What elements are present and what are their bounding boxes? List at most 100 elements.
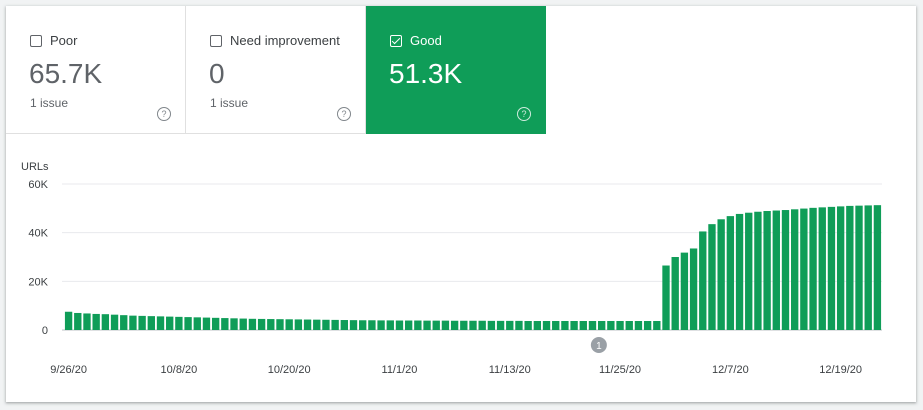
need-improvement-tile-header: Need improvement bbox=[210, 33, 340, 48]
bar-series bbox=[64, 205, 882, 330]
x-tick-label: 12/19/20 bbox=[819, 364, 862, 376]
bar bbox=[221, 318, 229, 330]
x-tick-label: 11/13/20 bbox=[489, 364, 531, 376]
bar bbox=[340, 320, 349, 330]
good-checkbox[interactable] bbox=[390, 34, 402, 47]
bar bbox=[166, 316, 174, 330]
bar bbox=[864, 205, 872, 330]
bar bbox=[781, 210, 790, 330]
bar bbox=[643, 320, 652, 330]
bar bbox=[414, 320, 422, 330]
bar bbox=[855, 205, 863, 330]
poor-count: 65.7K bbox=[29, 58, 103, 89]
bar bbox=[404, 320, 413, 330]
poor-issues: 1 issue bbox=[30, 96, 69, 110]
bar bbox=[359, 320, 367, 330]
bar bbox=[478, 320, 486, 330]
x-tick-label: 10/20/20 bbox=[268, 364, 311, 376]
need-improvement-label: Need improvement bbox=[230, 33, 340, 48]
bar bbox=[285, 319, 293, 330]
bar bbox=[809, 207, 817, 330]
bar bbox=[487, 320, 496, 330]
bar bbox=[800, 208, 808, 330]
bar bbox=[92, 313, 100, 330]
help-icon[interactable]: ? bbox=[337, 107, 351, 121]
bar bbox=[193, 317, 201, 330]
x-tick-label: 12/7/20 bbox=[712, 364, 749, 376]
bar bbox=[230, 318, 238, 330]
bar bbox=[634, 320, 643, 330]
bar bbox=[662, 265, 670, 330]
bar bbox=[524, 320, 532, 330]
good-tile[interactable]: Good 51.3K ? bbox=[366, 6, 546, 134]
annotation-marker[interactable]: 1 bbox=[590, 337, 607, 353]
poor-tile[interactable]: Poor 65.7K 1 issue ? bbox=[6, 6, 186, 134]
bar bbox=[184, 317, 192, 330]
bar bbox=[836, 206, 845, 330]
x-tick-label: 10/8/20 bbox=[161, 364, 198, 376]
y-axis-label: URLs bbox=[21, 161, 49, 173]
annotation-label: 1 bbox=[596, 341, 602, 352]
bar bbox=[74, 312, 82, 330]
bar bbox=[671, 257, 679, 330]
bar bbox=[257, 318, 266, 330]
bar bbox=[726, 216, 735, 330]
status-tiles: Poor 65.7K 1 issue ? Need improvement 0 … bbox=[6, 6, 546, 134]
need-improvement-count: 0 bbox=[209, 58, 225, 89]
poor-checkbox[interactable] bbox=[30, 34, 42, 47]
bar bbox=[460, 320, 468, 330]
bar bbox=[423, 320, 431, 330]
annotation-badge[interactable] bbox=[590, 337, 607, 353]
poor-label: Poor bbox=[50, 33, 78, 48]
bar bbox=[506, 320, 514, 330]
bar bbox=[699, 231, 707, 330]
bar bbox=[561, 320, 569, 330]
need-improvement-tile[interactable]: Need improvement 0 1 issue ? bbox=[186, 6, 366, 134]
y-axis-ticks: 0 20K 40K 60K bbox=[28, 179, 48, 337]
good-count: 51.3K bbox=[389, 58, 463, 89]
bar bbox=[313, 319, 321, 330]
bar bbox=[202, 317, 211, 330]
bar bbox=[64, 311, 73, 330]
bar bbox=[211, 317, 220, 330]
bar bbox=[745, 212, 753, 330]
x-tick-label: 9/26/20 bbox=[50, 364, 87, 376]
help-icon[interactable]: ? bbox=[517, 107, 531, 121]
bar bbox=[349, 320, 358, 330]
bar bbox=[689, 248, 698, 330]
bar bbox=[763, 211, 771, 330]
bar bbox=[827, 206, 836, 330]
bar bbox=[441, 320, 450, 330]
poor-tile-header: Poor bbox=[30, 33, 77, 48]
y-tick-label: 0 bbox=[42, 325, 48, 337]
bar bbox=[386, 320, 394, 330]
help-icon[interactable]: ? bbox=[157, 107, 171, 121]
bar bbox=[570, 320, 578, 330]
bar bbox=[818, 207, 826, 330]
bar bbox=[120, 315, 128, 330]
bar bbox=[735, 213, 744, 330]
bar bbox=[791, 209, 799, 330]
bar bbox=[147, 316, 155, 330]
bar bbox=[110, 314, 119, 330]
bar bbox=[653, 320, 661, 330]
need-improvement-checkbox[interactable] bbox=[210, 34, 222, 47]
bar bbox=[579, 320, 587, 330]
bar bbox=[138, 315, 146, 330]
bar bbox=[303, 319, 312, 330]
bar bbox=[331, 319, 339, 330]
bar bbox=[395, 320, 404, 330]
bar bbox=[515, 320, 523, 330]
bar bbox=[588, 320, 597, 330]
bar bbox=[708, 224, 716, 330]
bar bbox=[432, 320, 440, 330]
bar bbox=[322, 319, 330, 330]
x-axis-ticks: 9/26/20 10/8/20 10/20/20 11/1/20 11/13/20 11/… bbox=[50, 364, 862, 376]
bar bbox=[83, 313, 91, 330]
bar bbox=[616, 320, 624, 330]
bar bbox=[469, 320, 477, 330]
bar bbox=[368, 320, 376, 330]
bar bbox=[496, 320, 505, 330]
good-tile-header: Good bbox=[390, 33, 442, 48]
